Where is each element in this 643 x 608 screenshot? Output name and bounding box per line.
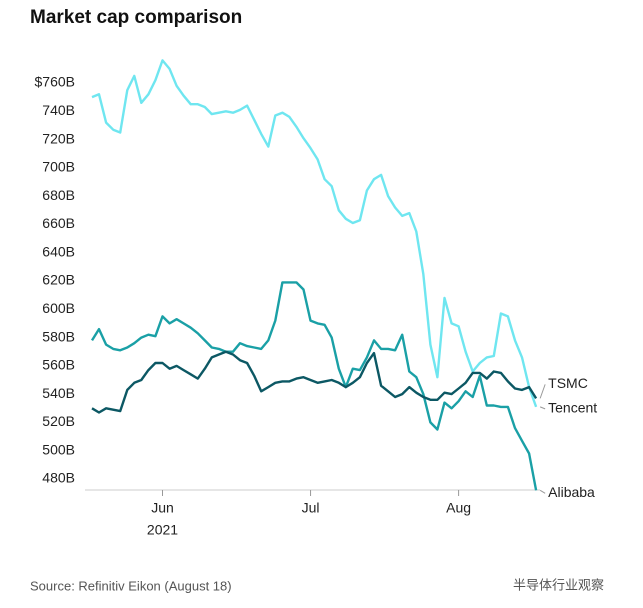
chart-title: Market cap comparison <box>30 7 242 28</box>
x-tick-label: Jul <box>302 500 320 516</box>
y-tick-label: 520B <box>42 413 75 429</box>
x-tick-label: Jun <box>151 500 174 516</box>
y-tick-label: 640B <box>42 243 75 259</box>
y-tick-label: 480B <box>42 470 75 486</box>
series-label: Tencent <box>548 400 597 416</box>
y-tick-label: 500B <box>42 441 75 457</box>
y-tick-label: 660B <box>42 215 75 231</box>
y-tick-label: 560B <box>42 357 75 373</box>
y-tick-label: 700B <box>42 159 75 175</box>
label-leader <box>539 384 546 399</box>
series-label: Alibaba <box>548 484 595 500</box>
y-tick-label: 740B <box>42 102 75 118</box>
series-line <box>91 59 538 408</box>
label-leader <box>539 406 546 410</box>
series-line <box>90 281 538 491</box>
y-tick-label: 620B <box>42 272 75 288</box>
label-leader <box>539 489 546 494</box>
x-tick-label: Aug <box>446 500 471 516</box>
source-note: Source: Refinitiv Eikon (August 18) <box>30 578 232 593</box>
series-line <box>91 350 538 414</box>
y-tick-label: 600B <box>42 300 75 316</box>
y-tick-label: 680B <box>42 187 75 203</box>
series-label: TSMC <box>548 375 588 391</box>
y-tick-label: $760B <box>35 74 75 90</box>
y-tick-label: 720B <box>42 130 75 146</box>
y-tick-label: 540B <box>42 385 75 401</box>
x-sublabel: 2021 <box>147 522 178 538</box>
y-tick-label: 580B <box>42 328 75 344</box>
watermark: 半导体行业观察 <box>513 577 604 592</box>
